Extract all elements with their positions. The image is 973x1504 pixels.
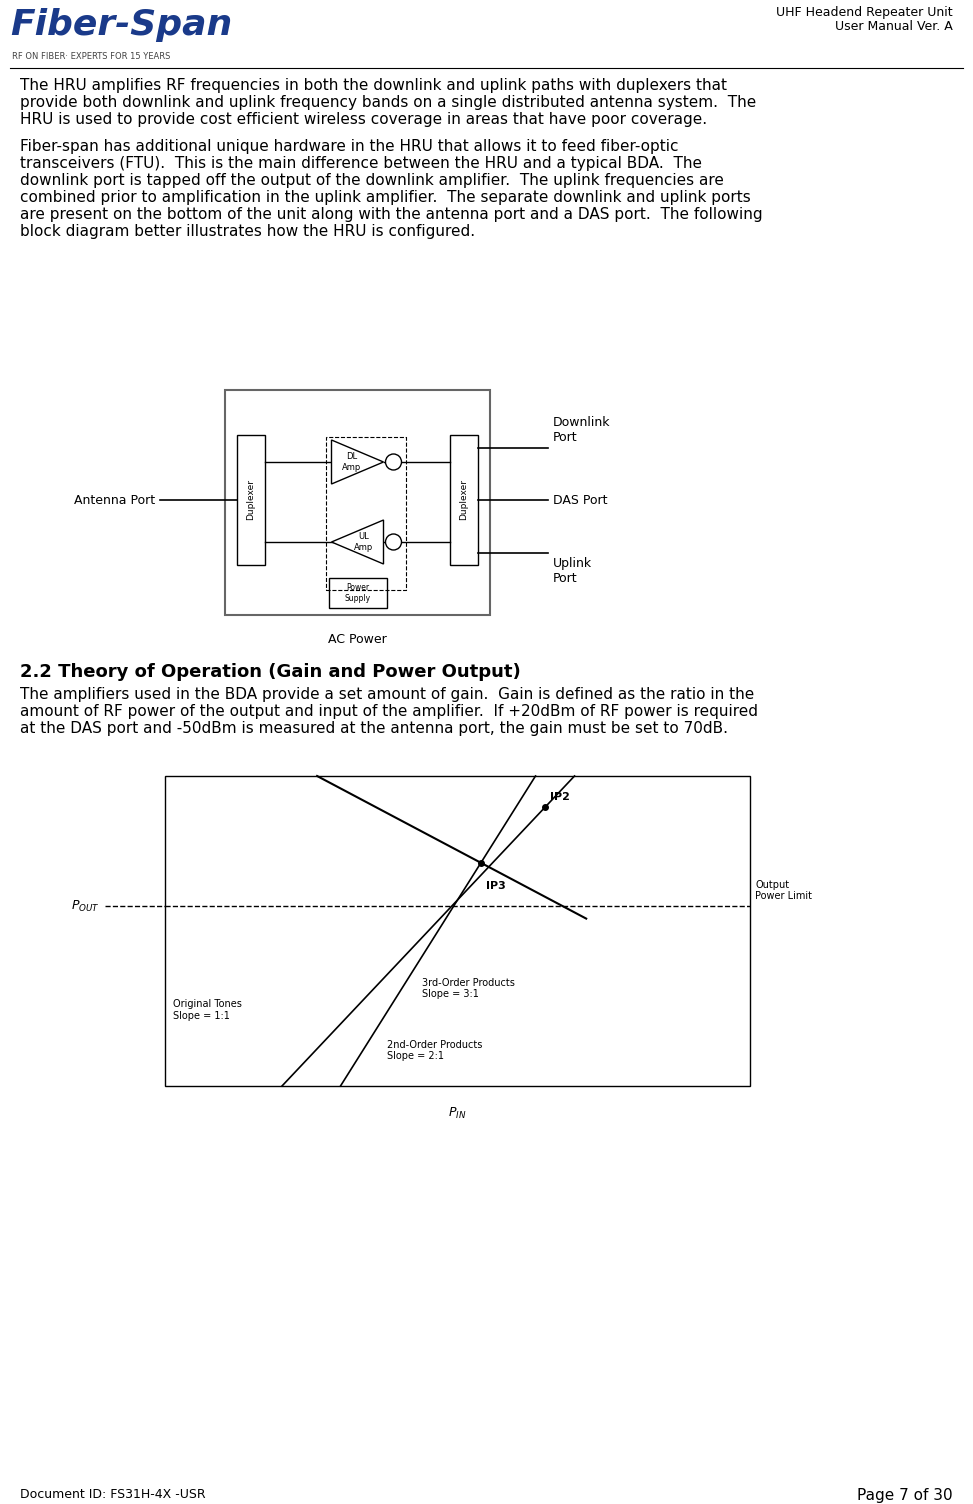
- Text: Output
Power Limit: Output Power Limit: [755, 880, 812, 901]
- Text: Duplexer: Duplexer: [246, 480, 256, 520]
- Polygon shape: [332, 520, 383, 564]
- Text: amount of RF power of the output and input of the amplifier.  If +20dBm of RF po: amount of RF power of the output and inp…: [20, 704, 758, 719]
- Text: AC Power: AC Power: [328, 633, 387, 647]
- Text: Downlink
Port: Downlink Port: [553, 417, 610, 444]
- Text: The HRU amplifies RF frequencies in both the downlink and uplink paths with dupl: The HRU amplifies RF frequencies in both…: [20, 78, 727, 93]
- Text: downlink port is tapped off the output of the downlink amplifier.  The uplink fr: downlink port is tapped off the output o…: [20, 173, 724, 188]
- Text: block diagram better illustrates how the HRU is configured.: block diagram better illustrates how the…: [20, 224, 475, 239]
- Text: Fiber-span has additional unique hardware in the HRU that allows it to feed fibe: Fiber-span has additional unique hardwar…: [20, 138, 678, 153]
- Text: 3rd-Order Products
Slope = 3:1: 3rd-Order Products Slope = 3:1: [422, 978, 516, 999]
- Text: Antenna Port: Antenna Port: [74, 493, 155, 507]
- Bar: [237, 435, 265, 566]
- Bar: [165, 776, 750, 1086]
- Text: provide both downlink and uplink frequency bands on a single distributed antenna: provide both downlink and uplink frequen…: [20, 95, 756, 110]
- Text: combined prior to amplification in the uplink amplifier.  The separate downlink : combined prior to amplification in the u…: [20, 190, 751, 205]
- Text: RF ON FIBER· EXPERTS FOR 15 YEARS: RF ON FIBER· EXPERTS FOR 15 YEARS: [12, 53, 170, 62]
- Text: IP2: IP2: [551, 793, 570, 802]
- Text: HRU is used to provide cost efficient wireless coverage in areas that have poor : HRU is used to provide cost efficient wi…: [20, 111, 707, 126]
- Text: DAS Port: DAS Port: [553, 493, 607, 507]
- Text: User Manual Ver. A: User Manual Ver. A: [835, 20, 953, 33]
- Bar: [225, 390, 490, 615]
- Text: Document ID: FS31H-4X -USR: Document ID: FS31H-4X -USR: [20, 1487, 205, 1501]
- Text: Uplink
Port: Uplink Port: [553, 556, 593, 585]
- Bar: [450, 435, 478, 566]
- Text: Page 7 of 30: Page 7 of 30: [857, 1487, 953, 1502]
- Text: $\mathit{P}_{OUT}$: $\mathit{P}_{OUT}$: [71, 899, 100, 914]
- Text: Duplexer: Duplexer: [459, 480, 469, 520]
- Text: UHF Headend Repeater Unit: UHF Headend Repeater Unit: [776, 6, 953, 20]
- Bar: [326, 438, 406, 590]
- Text: The amplifiers used in the BDA provide a set amount of gain.  Gain is defined as: The amplifiers used in the BDA provide a…: [20, 687, 754, 702]
- Text: Fiber-Span: Fiber-Span: [10, 8, 233, 42]
- Text: Power
Supply: Power Supply: [344, 584, 371, 603]
- Text: 2.2 Theory of Operation (Gain and Power Output): 2.2 Theory of Operation (Gain and Power …: [20, 663, 521, 681]
- Text: Original Tones
Slope = 1:1: Original Tones Slope = 1:1: [173, 999, 242, 1021]
- Text: IP3: IP3: [486, 881, 506, 890]
- Bar: [329, 578, 386, 608]
- Text: 2nd-Order Products
Slope = 2:1: 2nd-Order Products Slope = 2:1: [387, 1039, 483, 1062]
- Circle shape: [385, 534, 402, 550]
- Circle shape: [385, 454, 402, 469]
- Text: DL
Amp: DL Amp: [342, 453, 361, 472]
- Text: at the DAS port and -50dBm is measured at the antenna port, the gain must be set: at the DAS port and -50dBm is measured a…: [20, 720, 728, 735]
- Text: transceivers (FTU).  This is the main difference between the HRU and a typical B: transceivers (FTU). This is the main dif…: [20, 156, 702, 171]
- Text: are present on the bottom of the unit along with the antenna port and a DAS port: are present on the bottom of the unit al…: [20, 208, 763, 223]
- Text: $\mathit{P}_{IN}$: $\mathit{P}_{IN}$: [449, 1105, 467, 1120]
- Polygon shape: [332, 441, 383, 484]
- Text: UL
Amp: UL Amp: [354, 532, 373, 552]
